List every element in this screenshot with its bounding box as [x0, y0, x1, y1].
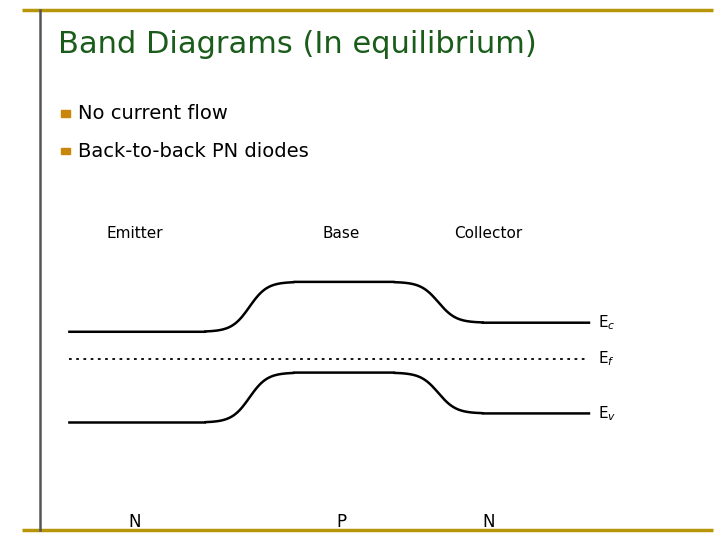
Text: N: N: [128, 513, 140, 531]
Text: No current flow: No current flow: [78, 104, 228, 123]
Text: Band Diagrams (In equilibrium): Band Diagrams (In equilibrium): [58, 30, 536, 59]
Text: E$_f$: E$_f$: [598, 349, 615, 368]
Text: N: N: [482, 513, 495, 531]
Text: E$_c$: E$_c$: [598, 313, 616, 332]
Text: Base: Base: [323, 226, 360, 241]
Text: Emitter: Emitter: [106, 226, 163, 241]
Text: Collector: Collector: [454, 226, 523, 241]
Text: P: P: [336, 513, 346, 531]
Text: Back-to-back PN diodes: Back-to-back PN diodes: [78, 141, 308, 161]
Text: E$_v$: E$_v$: [598, 404, 616, 423]
